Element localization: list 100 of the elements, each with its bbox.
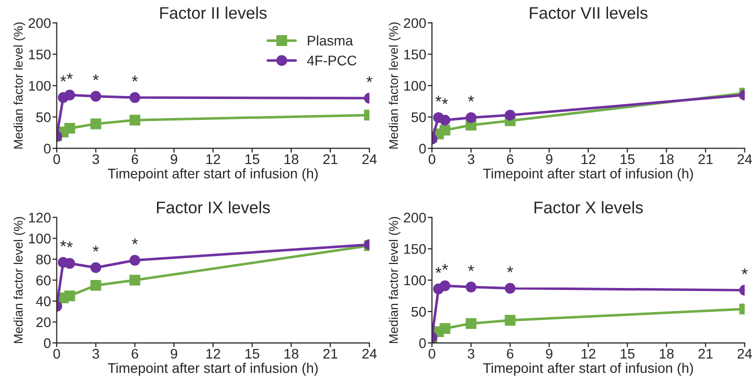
- x-axis-title: Timepoint after start of infusion (h): [483, 168, 693, 182]
- x-tick-label: 9: [546, 348, 552, 359]
- annotation: *: [442, 98, 448, 104]
- x-tick-label: 6: [132, 154, 138, 164]
- legend-label: 4F-PCC: [307, 56, 356, 66]
- y-axis-title: Median factor level (%): [14, 22, 26, 148]
- point: [440, 280, 450, 292]
- x-tick-label: 0: [428, 348, 436, 359]
- annotation: *: [132, 238, 138, 244]
- x-tick-label: 21: [698, 154, 713, 164]
- x-tick-label: 24: [362, 348, 377, 359]
- y-axis-title: Median factor level (%): [388, 22, 400, 148]
- y-tick-label: 0: [44, 338, 51, 348]
- x-tick-label: 12: [206, 154, 220, 164]
- annotation: *: [442, 264, 448, 270]
- y-tick-label: 150: [404, 50, 426, 60]
- x-tick-label: 21: [698, 348, 713, 359]
- y-axis-title: Median factor level (%): [388, 217, 400, 344]
- x-tick-label: 12: [582, 154, 596, 164]
- y-tick-label: 60: [36, 275, 51, 286]
- point: [64, 90, 76, 100]
- annotation: *: [742, 268, 748, 274]
- y-tick-label: 40: [36, 296, 51, 306]
- point: [504, 314, 516, 326]
- annotation: *: [60, 240, 66, 246]
- y-tick-label: 50: [36, 112, 51, 122]
- annotation: *: [92, 246, 99, 252]
- annotation: *: [468, 265, 474, 272]
- y-tick-label: 50: [412, 306, 426, 317]
- annotation: *: [435, 267, 442, 273]
- x-tick-label: 6: [506, 154, 514, 164]
- annotation: *: [132, 76, 138, 82]
- x-tick-label: 9: [546, 154, 552, 164]
- point: [90, 280, 102, 291]
- y-tick-label: 20: [36, 317, 51, 328]
- chart-title: Factor IX levels: [157, 201, 270, 214]
- y-tick-label: 100: [404, 80, 426, 91]
- chart-title: Factor X levels: [534, 201, 643, 214]
- x-tick-label: 12: [582, 348, 596, 359]
- x-tick-label: 9: [170, 348, 178, 359]
- point: [504, 110, 516, 120]
- x-tick-label: 24: [738, 348, 752, 359]
- y-tick-label: 50: [412, 112, 426, 122]
- point: [64, 290, 76, 302]
- x-tick-label: 9: [170, 154, 178, 164]
- x-tick-label: 21: [323, 154, 338, 164]
- annotation: *: [468, 96, 474, 102]
- point: [466, 282, 476, 292]
- x-tick-label: 3: [92, 348, 100, 359]
- annotation: *: [60, 76, 66, 82]
- y-tick-label: 200: [28, 18, 51, 28]
- point: [466, 112, 476, 123]
- x-tick-label: 0: [53, 154, 60, 164]
- chart-title: Factor II levels: [160, 6, 267, 19]
- x-tick-label: 6: [132, 348, 138, 359]
- x-tick-label: 15: [245, 154, 260, 164]
- x-tick-label: 18: [284, 154, 298, 164]
- point: [440, 323, 450, 334]
- x-tick-label: 3: [468, 348, 474, 359]
- annotation: *: [435, 96, 442, 102]
- point: [129, 254, 140, 266]
- x-axis-title: Timepoint after start of infusion (h): [108, 362, 318, 376]
- x-tick-label: 15: [245, 348, 260, 359]
- y-axis-title: Median factor level (%): [14, 217, 26, 344]
- x-tick-label: 3: [468, 154, 474, 164]
- y-tick-label: 150: [29, 50, 51, 60]
- y-tick-label: 100: [29, 80, 51, 91]
- annotation: *: [507, 266, 514, 272]
- x-tick-label: 18: [660, 348, 674, 359]
- x-tick-label: 21: [323, 348, 338, 359]
- point: [466, 318, 476, 329]
- point: [440, 114, 450, 126]
- point: [129, 274, 140, 286]
- y-tick-label: 80: [36, 254, 51, 264]
- annotation: *: [366, 76, 372, 82]
- x-tick-label: 0: [53, 348, 60, 359]
- x-tick-label: 3: [92, 154, 100, 164]
- x-tick-label: 18: [284, 348, 298, 359]
- point: [440, 124, 450, 136]
- legend-label: Plasma: [308, 35, 354, 46]
- y-tick-label: 200: [404, 212, 426, 223]
- y-tick-label: 0: [419, 144, 426, 154]
- annotation: *: [92, 74, 99, 80]
- annotation: *: [66, 73, 73, 80]
- y-tick-label: 100: [29, 234, 51, 244]
- point: [129, 92, 140, 103]
- x-axis-title: Timepoint after start of infusion (h): [483, 362, 693, 376]
- x-tick-label: 24: [738, 154, 752, 164]
- x-tick-label: 15: [620, 154, 635, 164]
- x-tick-label: 0: [428, 154, 436, 164]
- point: [129, 114, 140, 126]
- point: [90, 118, 102, 130]
- point: [90, 262, 102, 273]
- chart-title: Factor VII levels: [530, 6, 648, 19]
- y-tick-label: 150: [404, 244, 426, 254]
- y-tick-label: 120: [29, 212, 51, 223]
- y-tick-label: 0: [419, 338, 426, 348]
- point: [64, 122, 76, 134]
- point: [90, 90, 102, 102]
- point: [504, 282, 516, 294]
